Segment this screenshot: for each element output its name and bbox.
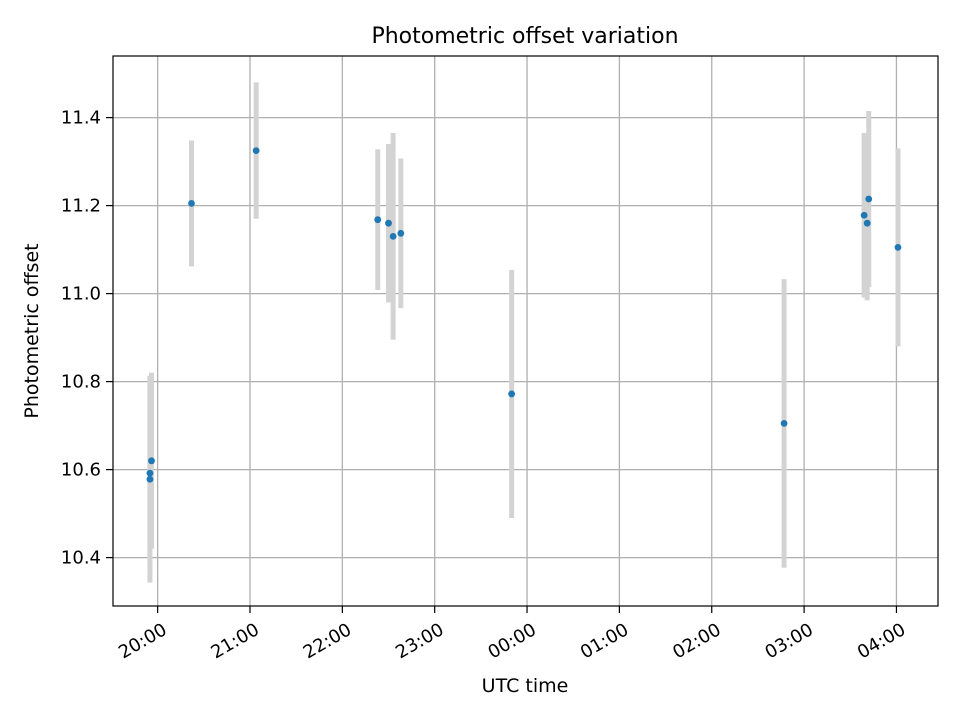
- x-tick-label: 22:00: [300, 619, 355, 663]
- y-tick-label: 10.8: [61, 372, 101, 393]
- x-tick-label: 20:00: [115, 619, 170, 663]
- data-point: [508, 390, 516, 398]
- x-tick-label: 01:00: [577, 619, 632, 663]
- data-point: [146, 475, 154, 483]
- plot-frame: [112, 55, 939, 607]
- x-axis: 20:00 21:00 22:00 23:00 00:00 01:00 02:00 03:00…: [115, 606, 909, 663]
- chart-title: Photometric offset variation: [371, 24, 678, 49]
- x-tick-label: 02:00: [669, 619, 724, 663]
- data-point: [865, 195, 873, 203]
- x-tick-label: 23:00: [392, 619, 447, 663]
- data-point: [374, 216, 382, 224]
- error-bars: [147, 82, 901, 583]
- data-point: [252, 147, 260, 155]
- data-point: [780, 420, 788, 427]
- y-tick-label: 11.2: [61, 196, 101, 217]
- data-point: [146, 469, 154, 477]
- x-tick-label: 03:00: [762, 619, 817, 663]
- x-axis-label: UTC time: [482, 675, 569, 697]
- data-point: [863, 219, 871, 227]
- x-tick-label: 04:00: [854, 619, 909, 663]
- y-tick-label: 10.6: [61, 460, 101, 481]
- y-axis-label: Photometric offset: [21, 243, 43, 418]
- data-point: [389, 233, 397, 240]
- data-point: [188, 200, 195, 207]
- data-points: [146, 147, 902, 483]
- data-point: [860, 211, 868, 219]
- data-point: [385, 219, 392, 227]
- y-tick-label: 11.0: [61, 284, 101, 305]
- data-point: [148, 457, 155, 465]
- x-tick-label: 00:00: [485, 619, 540, 663]
- y-tick-label: 10.4: [61, 548, 101, 569]
- y-tick-label: 11.4: [61, 108, 101, 129]
- data-point: [397, 229, 405, 237]
- x-tick-label: 21:00: [207, 619, 262, 663]
- y-axis: 10.4 10.6 10.8 11.0 11.2 11.4: [61, 108, 113, 569]
- grid: [113, 56, 938, 606]
- data-point: [894, 244, 902, 251]
